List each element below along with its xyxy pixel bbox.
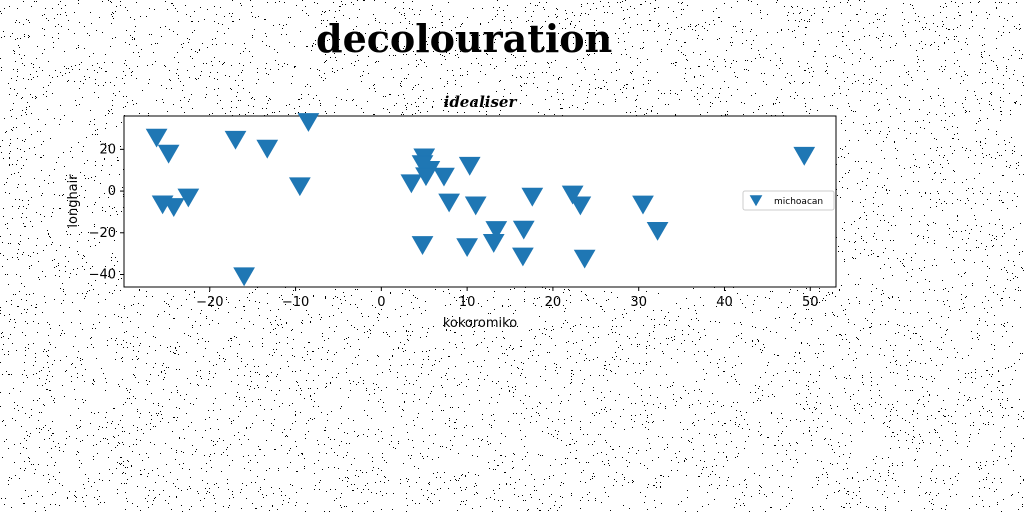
data-point (485, 221, 508, 240)
legend: michoacan (742, 190, 835, 211)
data-point (482, 234, 505, 253)
data-point (400, 174, 423, 194)
x-tick-label: 20 (545, 295, 562, 310)
x-tick-label: 50 (802, 295, 819, 310)
data-point (157, 144, 180, 164)
data-point (162, 198, 185, 217)
data-point (177, 188, 200, 208)
data-point (573, 249, 596, 269)
data-point (224, 130, 247, 150)
legend-label: michoacan (774, 197, 823, 207)
x-axis-label: kokoromiko (443, 316, 517, 331)
data-points (145, 113, 816, 287)
data-point (632, 195, 654, 215)
chart-title: idealiser (444, 93, 518, 111)
y-axis-label: longhair (66, 174, 81, 228)
axis-ticks: −20 −10 0 10 20 30 40 50 −40 −20 0 20 (89, 142, 819, 310)
data-point (411, 236, 434, 255)
y-tick-label: −40 (89, 267, 116, 282)
data-point (456, 238, 478, 258)
data-point (233, 267, 255, 287)
data-point (793, 146, 816, 166)
data-point (521, 187, 544, 207)
data-point (415, 167, 437, 187)
data-point (569, 196, 592, 216)
data-point (288, 177, 311, 197)
data-point (458, 156, 481, 176)
y-tick-label: −20 (89, 226, 116, 241)
y-tick-label: 0 (108, 184, 116, 199)
data-point (646, 221, 669, 241)
x-tick-label: −20 (196, 295, 223, 310)
data-point (438, 193, 460, 213)
data-point (512, 220, 535, 240)
data-point (256, 139, 279, 159)
legend-box (742, 190, 835, 211)
data-point (297, 113, 320, 132)
data-point (561, 185, 584, 205)
legend-marker-icon (749, 195, 763, 207)
data-point (512, 247, 534, 267)
y-tick-label: 20 (99, 142, 116, 157)
data-point (145, 128, 168, 148)
x-tick-label: −10 (282, 295, 309, 310)
data-point (464, 196, 487, 216)
x-tick-label: 10 (459, 295, 476, 310)
data-point (433, 167, 455, 187)
x-tick-label: 0 (377, 295, 385, 310)
x-tick-label: 40 (716, 295, 733, 310)
x-tick-label: 30 (630, 295, 647, 310)
